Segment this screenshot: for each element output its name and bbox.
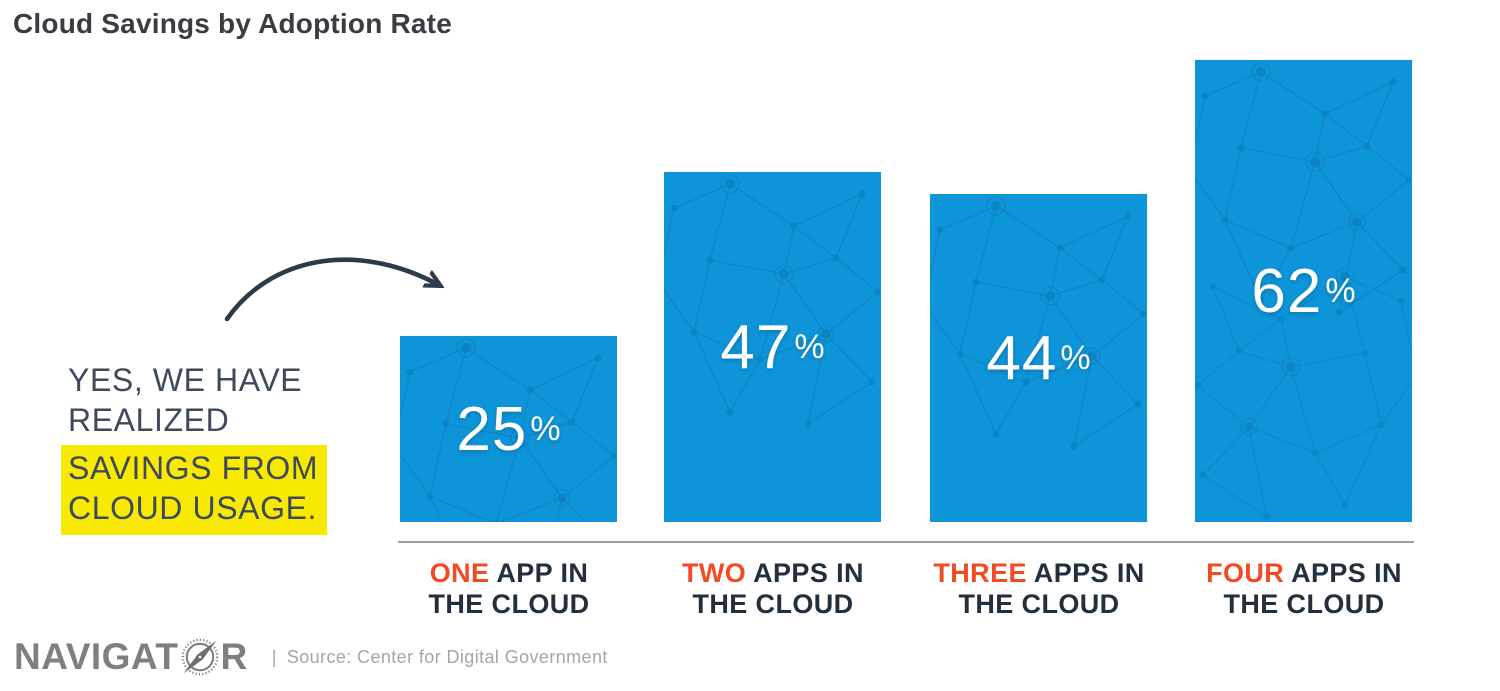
page-title: Cloud Savings by Adoption Rate: [13, 8, 452, 39]
annotation-text: YES, WE HAVE REALIZED SAVINGS FROM CLOUD…: [61, 360, 328, 535]
bar-value: 44: [986, 323, 1058, 393]
footer: NAVIGAT R | Source: Center for Digital Go…: [14, 633, 608, 681]
category-number-word: TWO: [682, 558, 747, 588]
category-number-word: FOUR: [1206, 558, 1285, 588]
category-number-word: THREE: [933, 558, 1027, 588]
bar-value-label: 44%: [930, 194, 1147, 522]
logo-text-pre: NAVIGAT: [14, 636, 179, 677]
annotation-line: CLOUD USAGE.: [68, 490, 318, 526]
bar-value: 62: [1251, 256, 1323, 326]
category-label-one-app: ONE APP IN THE CLOUD: [369, 558, 649, 620]
category-line2: THE CLOUD: [692, 589, 854, 619]
category-label-three-apps: THREE APPS IN THE CLOUD: [899, 558, 1179, 620]
highlighted-text: SAVINGS FROM CLOUD USAGE.: [61, 445, 328, 535]
category-line2: THE CLOUD: [958, 589, 1120, 619]
category-rest: APPS IN: [1284, 558, 1402, 588]
separator: |: [271, 646, 277, 667]
bar-value: 47: [720, 312, 792, 382]
category-rest: APP IN: [489, 558, 589, 588]
category-line2: THE CLOUD: [428, 589, 590, 619]
bar-four-apps: 62%: [1195, 60, 1412, 522]
bar-value-label: 25%: [400, 336, 617, 522]
bar-value: 25: [456, 394, 528, 464]
percent-sign: %: [530, 409, 561, 448]
bar-value-label: 62%: [1195, 60, 1412, 522]
category-rest: APPS IN: [1026, 558, 1145, 588]
percent-sign: %: [1060, 338, 1091, 377]
category-line1: ONE APP IN: [369, 558, 649, 589]
source-text: Source: Center for Digital Government: [286, 646, 608, 667]
axis-baseline: [398, 541, 1414, 543]
percent-sign: %: [1325, 271, 1356, 310]
category-label-four-apps: FOUR APPS IN THE CLOUD: [1164, 558, 1444, 620]
source-credit: | Source: Center for Digital Government: [272, 647, 608, 668]
category-number-word: ONE: [429, 558, 490, 588]
bar-value-label: 47%: [664, 172, 881, 522]
percent-sign: %: [794, 327, 825, 366]
category-line1: THREE APPS IN: [899, 558, 1179, 589]
bar-two-apps: 47%: [664, 172, 881, 522]
bar-three-apps: 44%: [930, 194, 1147, 522]
compass-icon: [181, 638, 218, 676]
category-label-two-apps: TWO APPS IN THE CLOUD: [633, 558, 913, 620]
bar-one-app: 25%: [400, 336, 617, 522]
logo-text-post: R: [220, 636, 248, 677]
annotation-line: SAVINGS FROM: [68, 450, 319, 486]
category-rest: APPS IN: [746, 558, 864, 588]
category-line1: FOUR APPS IN: [1164, 558, 1444, 589]
annotation-line: YES, WE HAVE: [68, 362, 303, 398]
navigator-logo: NAVIGAT R: [14, 633, 248, 681]
annotation-line: REALIZED: [68, 402, 230, 438]
category-line2: THE CLOUD: [1223, 589, 1385, 619]
category-line1: TWO APPS IN: [633, 558, 913, 589]
curved-arrow-icon: [224, 257, 457, 322]
